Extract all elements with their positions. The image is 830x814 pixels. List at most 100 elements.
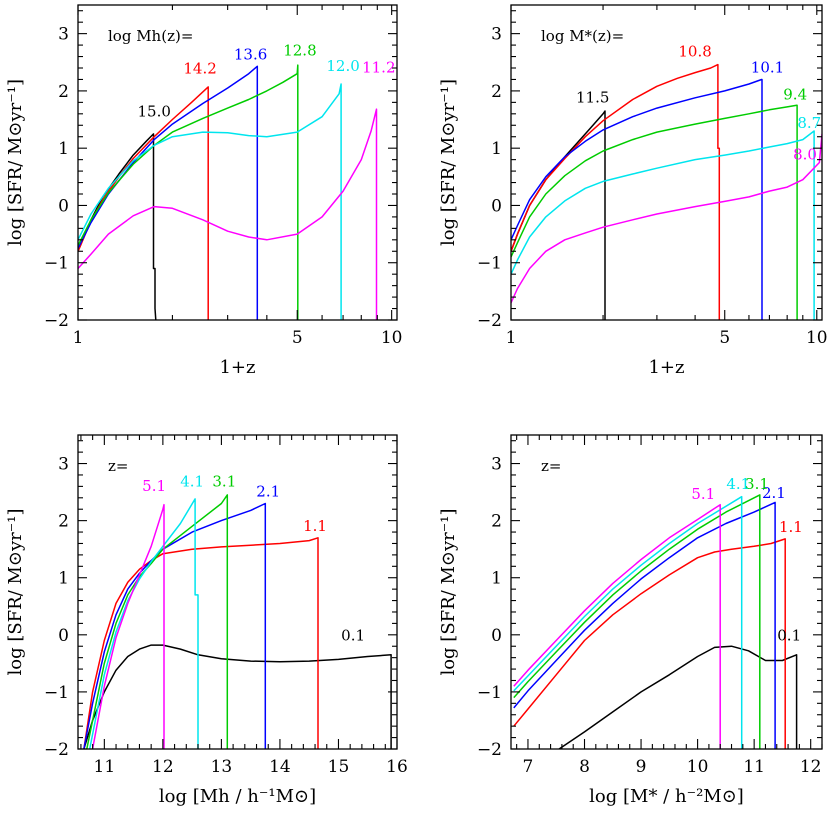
x-tick-label: 12 <box>152 757 174 777</box>
y-tick-label: −1 <box>477 683 502 703</box>
y-tick-label: 3 <box>58 25 69 45</box>
legend-title: z= <box>108 457 128 475</box>
series-label-p3-1: 1.1 <box>303 517 327 535</box>
x-axis-label: log [M* / h⁻²M⊙] <box>589 786 744 807</box>
y-tick-label: 0 <box>491 196 502 216</box>
x-axis-label: 1+z <box>648 357 684 378</box>
y-tick-label: −1 <box>477 254 502 274</box>
x-tick-label: 16 <box>386 757 408 777</box>
panel-p2: −2 −1 0 1 2 3 1 5 10 1+z log [SFR/ M⊙yr⁻¹] log M*(z… <box>438 4 828 378</box>
x-tick-label: 13 <box>211 757 233 777</box>
curves-p4 <box>513 494 798 749</box>
series-line-p1-0 <box>78 133 157 320</box>
series-line-p4-1 <box>513 538 786 749</box>
series-label-p4-1: 1.1 <box>779 518 803 536</box>
series-label-p1-1: 14.2 <box>183 60 216 78</box>
series-label-p1-5: 11.2 <box>362 59 395 77</box>
series-line-p2-3 <box>511 104 798 320</box>
series-line-p4-5 <box>513 503 721 749</box>
y-tick-label: −2 <box>477 311 502 331</box>
series-line-p1-2 <box>78 65 259 320</box>
series-line-p2-4 <box>511 130 815 320</box>
series-label-p1-4: 12.0 <box>326 57 359 75</box>
x-tick-label: 14 <box>269 757 291 777</box>
y-tick-label: 2 <box>491 512 502 532</box>
curves-p1 <box>78 64 378 320</box>
series-label-p1-0: 15.0 <box>138 103 171 121</box>
series-line-p3-4 <box>88 498 199 749</box>
plot-frame <box>510 4 823 321</box>
y-tick-label: −1 <box>44 683 69 703</box>
series-label-p3-0: 0.1 <box>341 627 365 645</box>
y-tick-label: −1 <box>44 254 69 274</box>
y-tick-label: 0 <box>58 626 69 646</box>
y-tick-label: 2 <box>491 82 502 102</box>
series-label-p3-2: 2.1 <box>256 483 280 501</box>
y-tick-label: 1 <box>491 139 502 159</box>
series-label-p3-4: 4.1 <box>180 472 204 490</box>
series-line-p2-1 <box>511 63 721 320</box>
series-line-p4-4 <box>513 495 743 749</box>
series-line-p1-4 <box>78 83 342 320</box>
y-tick-label: −2 <box>44 740 69 760</box>
x-axis-label: 1+z <box>219 357 255 378</box>
x-tick-label: 10 <box>806 328 828 348</box>
x-tick-label: 8 <box>579 757 590 777</box>
y-tick-label: −2 <box>44 311 69 331</box>
series-label-p4-4: 4.1 <box>726 475 750 493</box>
x-tick-label: 10 <box>381 328 403 348</box>
series-label-p2-0: 11.5 <box>576 88 609 106</box>
panel-p1: −2 −1 0 1 2 3 1 5 10 1+z log [SFR/ M⊙yr⁻¹] log Mh(z… <box>5 4 403 378</box>
y-tick-label: 1 <box>58 139 69 159</box>
x-tick-label: 9 <box>636 757 647 777</box>
x-tick-label: 11 <box>743 757 765 777</box>
series-line-p1-3 <box>78 64 299 320</box>
series-line-p3-1 <box>83 537 319 749</box>
series-label-p2-3: 9.4 <box>783 86 807 104</box>
series-label-p4-0: 0.1 <box>777 627 801 645</box>
series-label-p3-5: 5.1 <box>142 477 166 495</box>
series-label-p1-2: 13.6 <box>234 45 267 63</box>
series-line-p1-5 <box>78 108 378 320</box>
x-tick-label: 15 <box>328 757 350 777</box>
series-label-p4-2: 2.1 <box>762 484 786 502</box>
legend-title: log Mh(z)= <box>108 27 193 45</box>
series-line-p3-3 <box>86 494 229 749</box>
series-line-p3-5 <box>91 503 165 749</box>
series-line-p3-0 <box>83 644 392 749</box>
y-tick-label: 0 <box>491 626 502 646</box>
y-axis-label: log [SFR/ M⊙yr⁻¹] <box>5 508 26 675</box>
x-tick-label: 12 <box>800 757 822 777</box>
plot-frame <box>77 4 398 321</box>
x-tick-label: 5 <box>719 328 730 348</box>
y-axis-label: log [SFR/ M⊙yr⁻¹] <box>438 508 459 675</box>
y-axis-label: log [SFR/ M⊙yr⁻¹] <box>5 79 26 246</box>
y-axis-label: log [SFR/ M⊙yr⁻¹] <box>438 79 459 246</box>
legend-title: z= <box>541 457 561 475</box>
legend-title: log M*(z)= <box>541 27 624 45</box>
x-tick-label: 1 <box>506 328 517 348</box>
series-label-p3-3: 3.1 <box>212 472 236 490</box>
series-line-p4-2 <box>513 501 776 749</box>
y-tick-label: 3 <box>58 455 69 475</box>
series-line-p4-3 <box>513 494 761 749</box>
x-tick-label: 1 <box>73 328 84 348</box>
series-line-p2-5 <box>511 133 822 304</box>
y-tick-label: 0 <box>58 196 69 216</box>
x-tick-label: 5 <box>292 328 303 348</box>
series-label-p4-5: 5.1 <box>691 485 715 503</box>
series-line-p2-2 <box>511 78 763 320</box>
y-tick-label: −2 <box>477 740 502 760</box>
x-axis-label: log [Mh / h⁻¹M⊙] <box>159 786 316 807</box>
y-tick-label: 1 <box>58 569 69 589</box>
series-line-p4-0 <box>558 645 798 749</box>
x-tick-label: 10 <box>687 757 709 777</box>
series-label-p2-2: 10.1 <box>751 59 784 77</box>
x-tick-label: 11 <box>94 757 116 777</box>
y-tick-label: 2 <box>58 512 69 532</box>
curves-p2 <box>511 63 822 320</box>
plot-frame <box>510 434 823 750</box>
